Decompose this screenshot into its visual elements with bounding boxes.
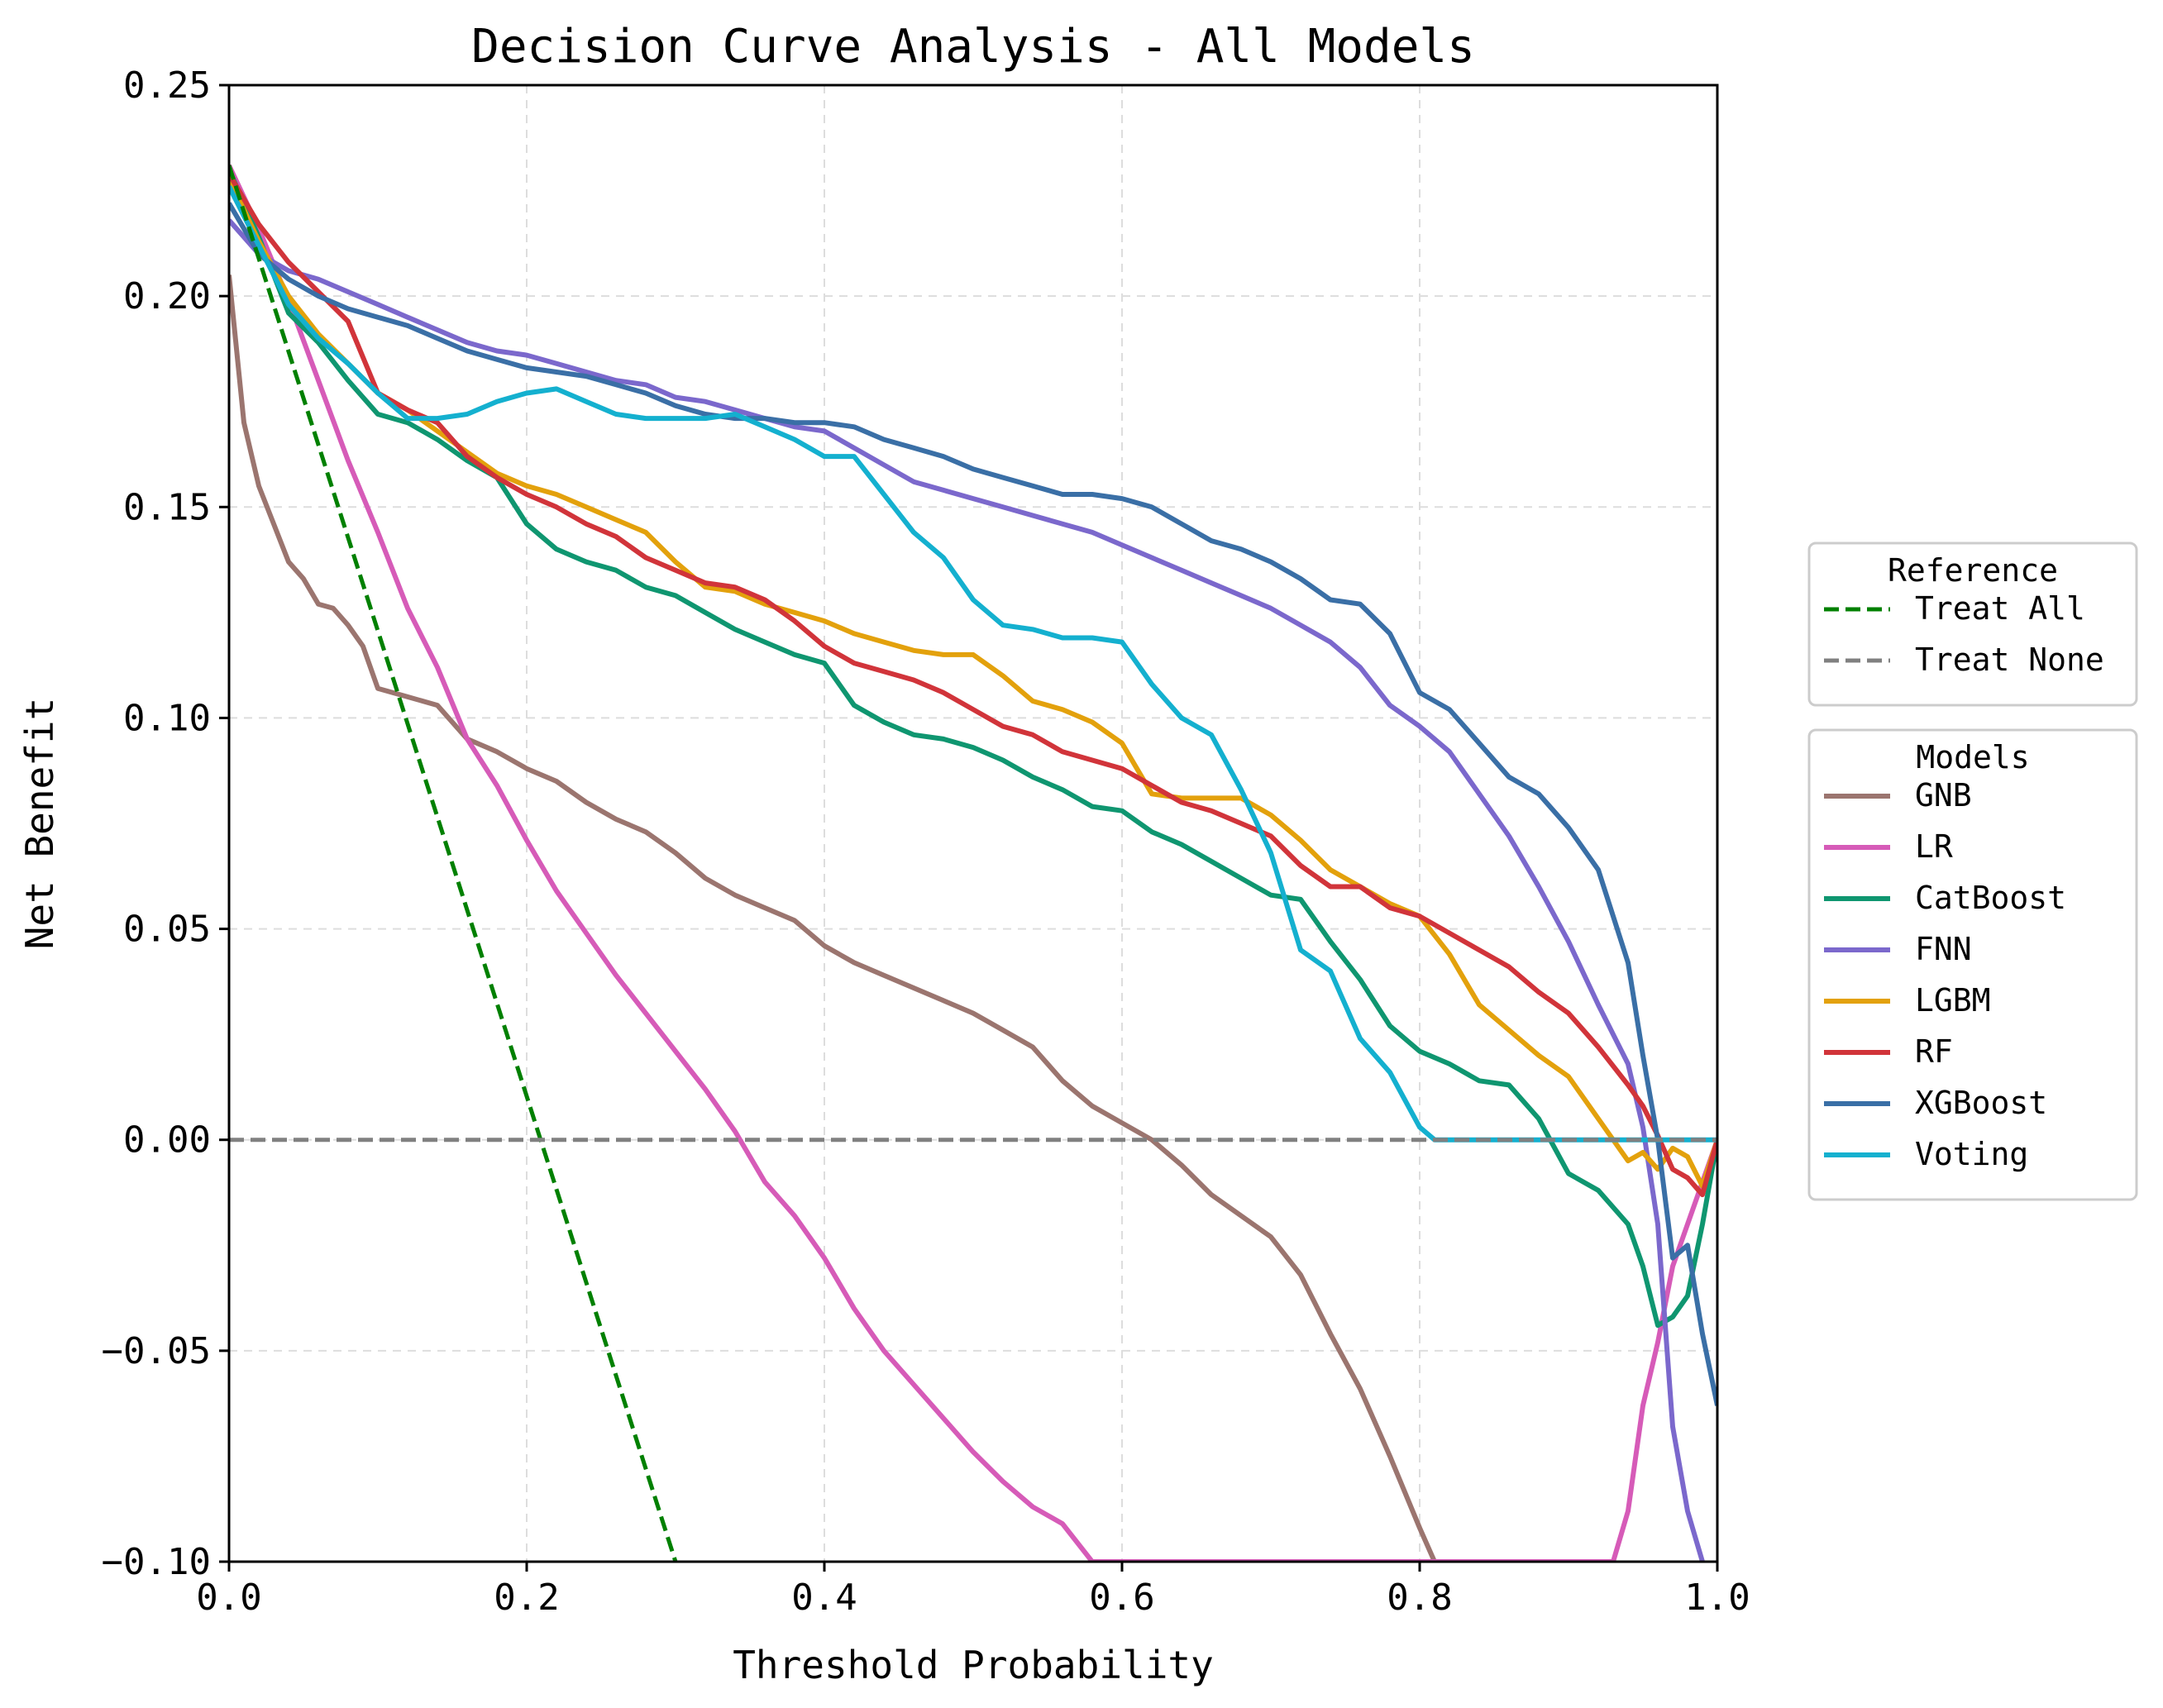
y-tick-label: 0.25 (123, 64, 211, 107)
axes-frame (227, 83, 1719, 1563)
legend-label-gnb: GNB (1915, 777, 1972, 813)
series-line-rf (229, 172, 1717, 1198)
series-line-treat-all (229, 165, 678, 1562)
plot-area (229, 164, 1717, 1562)
legend-label-rf: RF (1915, 1033, 1953, 1070)
ticks: 0.0 0.2 0.4 0.6 0.8 1.0 −0.10 −0.05 0.00 0.05 0.10… (102, 64, 1750, 1619)
legend-label-xgboost: XGBoost (1915, 1085, 2047, 1121)
x-tick-label: 0.0 (196, 1577, 261, 1619)
legend-box-models (1807, 728, 2138, 1201)
y-tick-label: 0.05 (123, 909, 211, 951)
y-tick-label: −0.05 (102, 1330, 211, 1372)
legend-label-lgbm: LGBM (1915, 982, 1991, 1019)
x-axis-label: Threshold Probability (733, 1643, 1214, 1687)
legend-title-reference: Reference (1888, 552, 2058, 589)
series-line-lgbm (229, 177, 1717, 1189)
legend-label-catboost: CatBoost (1915, 880, 2066, 916)
series-line-xgboost (229, 202, 1717, 1406)
legend-label-treat-all: Treat All (1915, 590, 2085, 627)
series-line-fnn (229, 218, 1705, 1562)
x-tick-label: 1.0 (1684, 1577, 1750, 1619)
y-tick-label: 0.15 (123, 486, 211, 528)
x-tick-label: 0.4 (791, 1577, 857, 1619)
y-tick-label: −0.10 (102, 1541, 211, 1583)
series-line-voting (229, 185, 1717, 1143)
series-line-gnb (229, 274, 1437, 1562)
y-tick-label: 0.20 (123, 275, 211, 317)
series-line-lr (229, 164, 1717, 1562)
y-tick-label: 0.00 (123, 1119, 211, 1162)
x-tick-label: 0.6 (1089, 1577, 1154, 1619)
x-tick-label: 0.2 (494, 1577, 559, 1619)
y-axis-label: Net Benefit (17, 698, 62, 950)
y-tick-label: 0.10 (123, 697, 211, 739)
legend-label-treat-none: Treat None (1915, 642, 2104, 678)
legend-label-fnn: FNN (1915, 931, 1972, 967)
chart-title: Decision Curve Analysis - All Models (471, 20, 1475, 74)
legend-title-models: Models (1916, 739, 2029, 775)
legend-label-voting: Voting (1915, 1136, 2028, 1172)
legend-label-lr: LR (1915, 828, 1953, 865)
x-tick-label: 0.8 (1387, 1577, 1452, 1619)
legend-box-reference (1807, 542, 2138, 707)
